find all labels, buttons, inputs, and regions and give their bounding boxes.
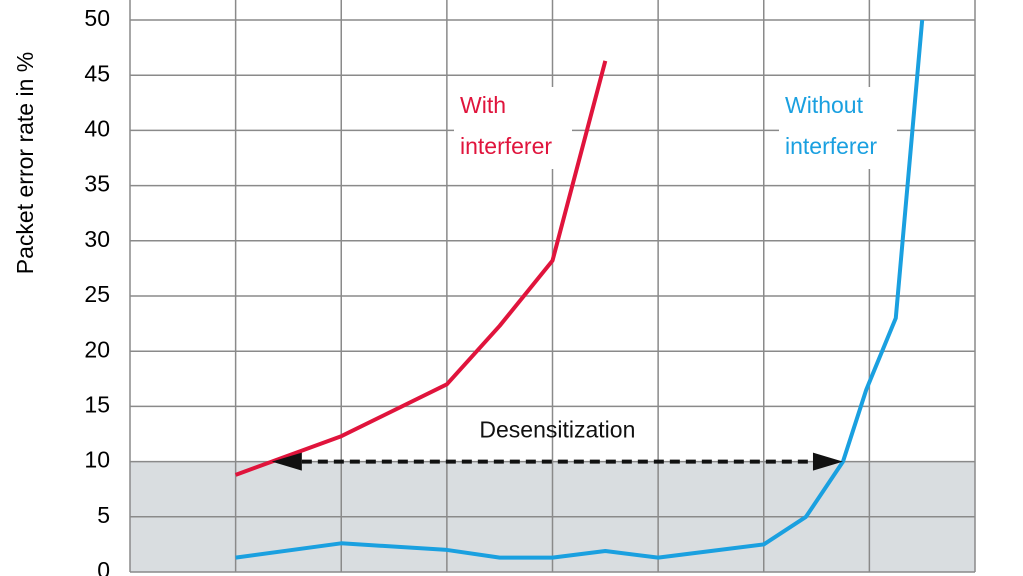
series-label: With bbox=[460, 92, 506, 118]
label-background bbox=[454, 87, 572, 169]
y-tick-label: 0 bbox=[97, 557, 110, 576]
y-tick-label: 25 bbox=[84, 281, 110, 307]
y-tick-label: 45 bbox=[84, 60, 110, 86]
y-tick-label: 50 bbox=[84, 5, 110, 31]
line bbox=[234, 60, 608, 477]
line bbox=[235, 19, 925, 560]
series-label: interferer bbox=[785, 133, 877, 159]
y-tick-label: 40 bbox=[84, 115, 110, 141]
y-tick-label: 10 bbox=[84, 447, 110, 473]
y-tick-label: 5 bbox=[97, 502, 110, 528]
y-tick-label: 15 bbox=[84, 391, 110, 417]
arrow-head bbox=[812, 452, 843, 471]
series-label: interferer bbox=[460, 133, 552, 159]
series-label: Without bbox=[785, 92, 864, 118]
y-tick-label: 30 bbox=[84, 226, 110, 252]
arrow-head bbox=[271, 452, 302, 471]
annotation: Desensitization bbox=[479, 417, 635, 443]
label-background bbox=[779, 87, 897, 169]
y-tick-label: 35 bbox=[84, 171, 110, 197]
y-axis-label: Packet error rate in % bbox=[12, 52, 38, 274]
y-tick-label: 20 bbox=[84, 336, 110, 362]
